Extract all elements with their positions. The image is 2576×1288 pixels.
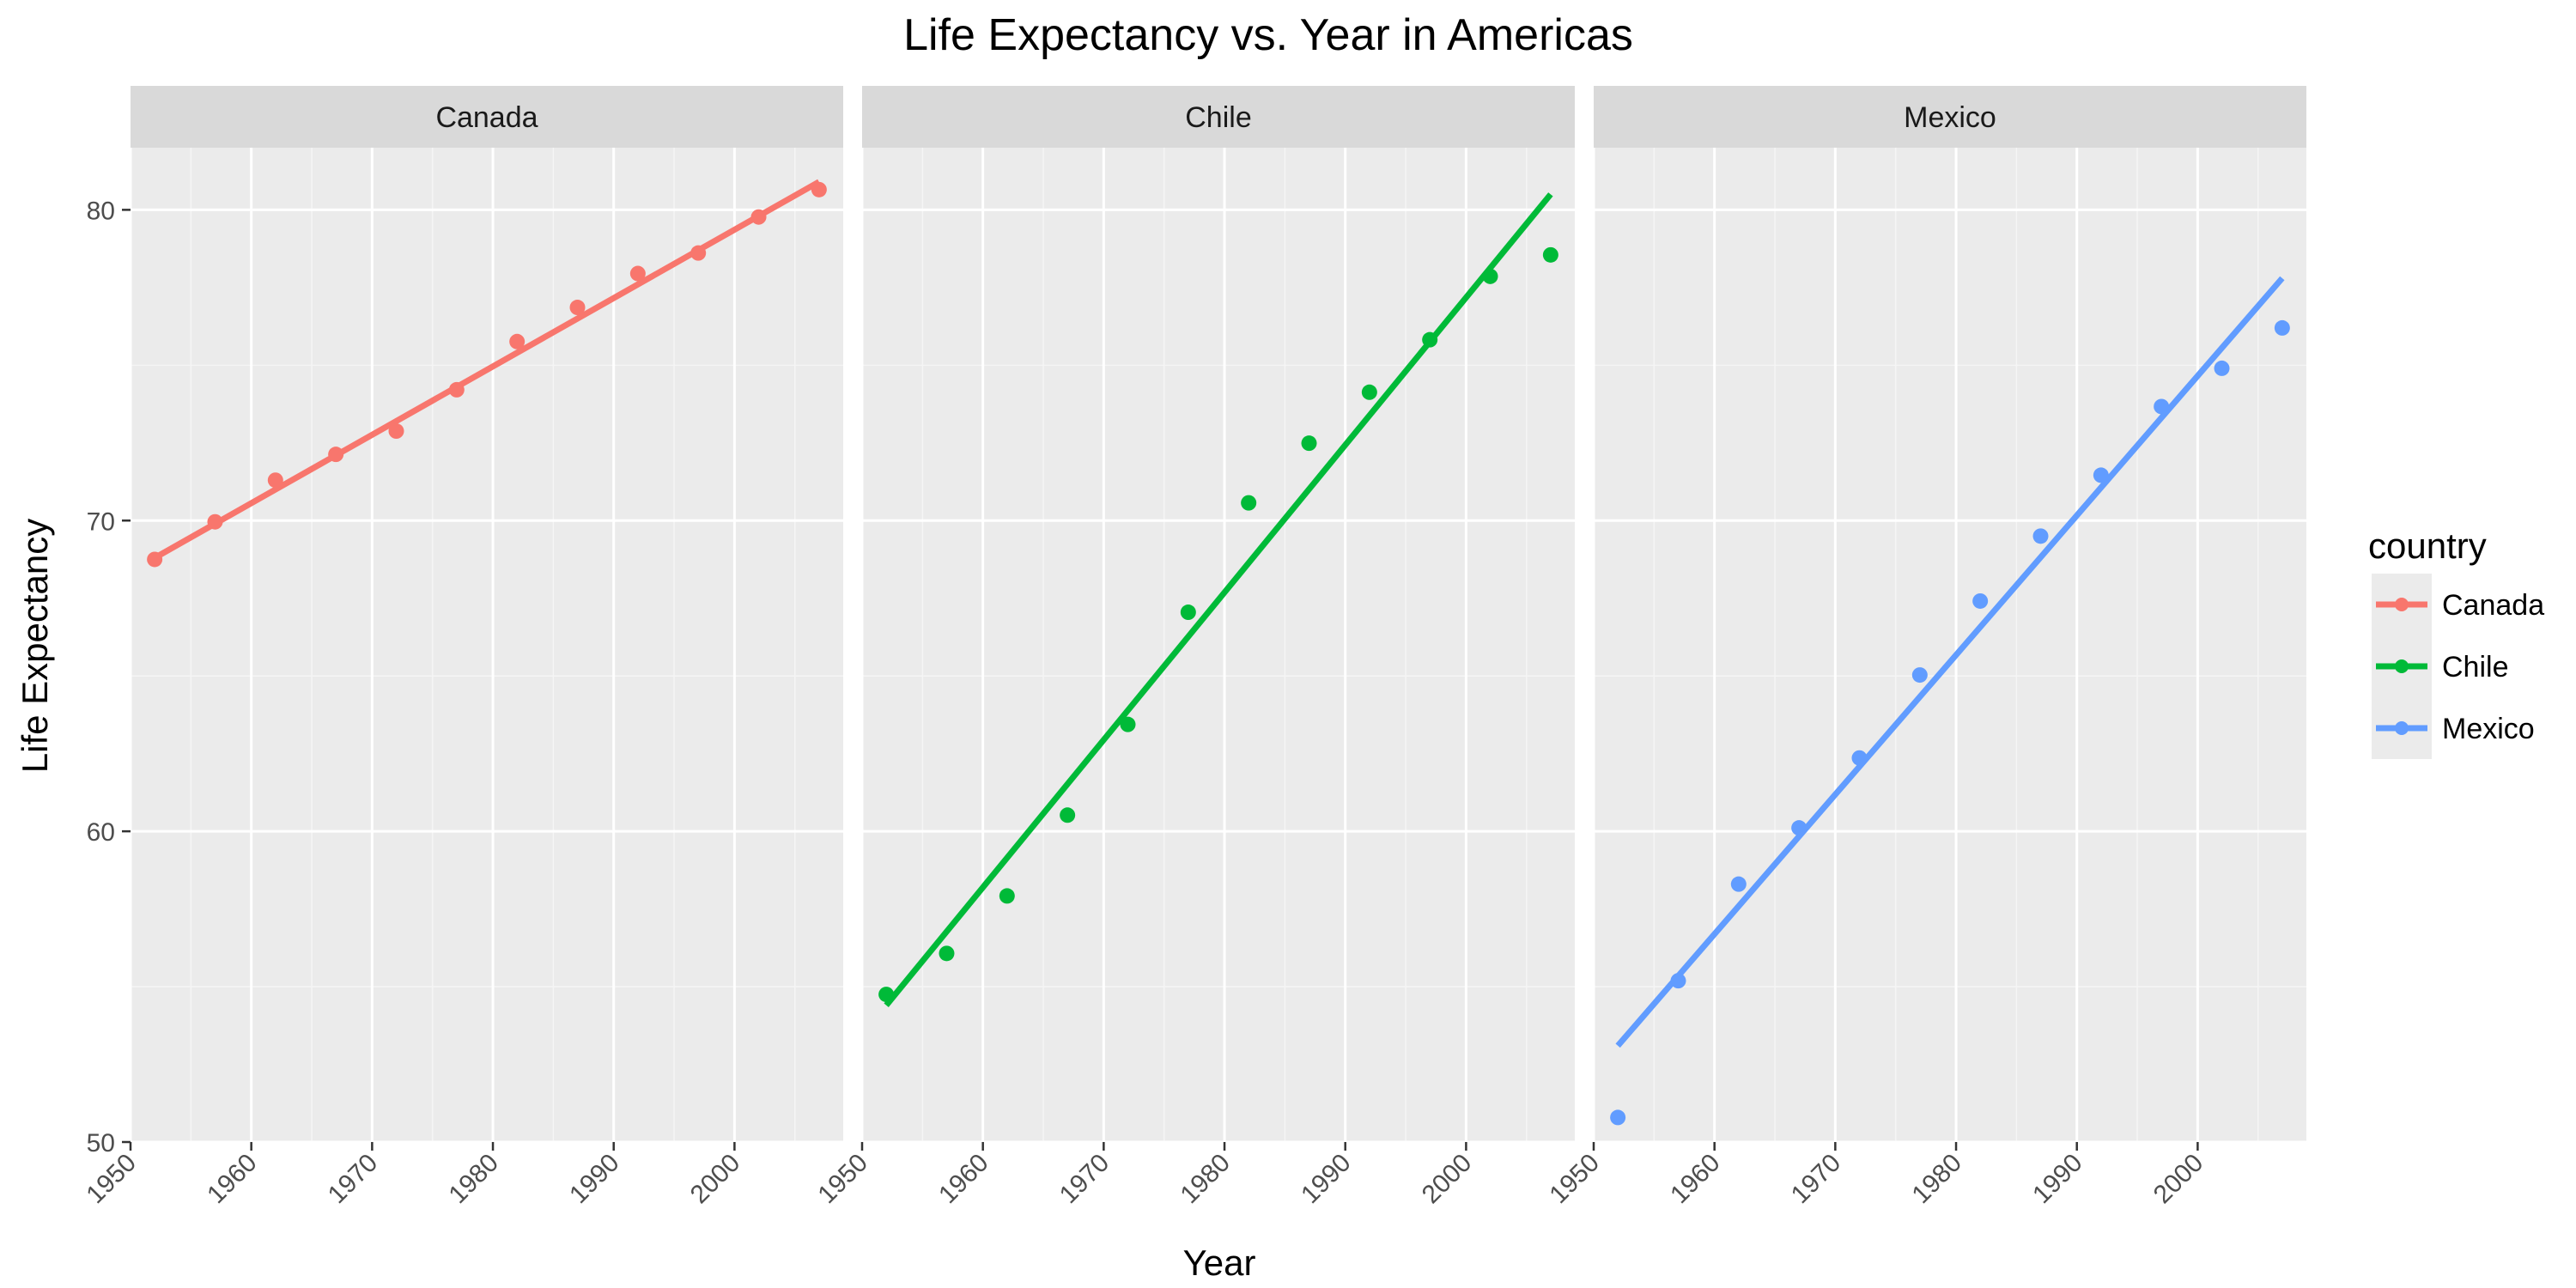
- data-point-chile: [1361, 384, 1377, 400]
- panel-background: [131, 148, 843, 1142]
- x-axis-title: Year: [1183, 1242, 1256, 1283]
- x-tick-label: 1980: [443, 1149, 504, 1210]
- data-point-canada: [569, 300, 586, 316]
- legend: country Canada Chile Mexico: [2368, 526, 2544, 759]
- facet-strip: [862, 86, 1575, 148]
- facet-strip-label: Mexico: [1904, 101, 1996, 134]
- legend-label: Mexico: [2442, 713, 2535, 745]
- facet-strip-label: Canada: [435, 101, 538, 134]
- trend-line-chile: [884, 192, 1553, 1007]
- legend-title: country: [2368, 526, 2487, 566]
- data-point-chile: [1301, 435, 1317, 452]
- x-tick-label: 1950: [812, 1149, 873, 1210]
- data-point-canada: [267, 472, 283, 489]
- x-tick-label: 1960: [1665, 1149, 1726, 1210]
- x-tick-label: 1960: [202, 1149, 263, 1210]
- facet-panels: Canada 1950 1960 1970 1980 1990 2000 50 60 70 80 Ch…: [81, 86, 2306, 1209]
- legend-label: Chile: [2442, 651, 2508, 683]
- data-point-mexico: [2154, 398, 2170, 415]
- legend-item-mexico: Mexico: [2372, 697, 2535, 759]
- data-point-chile: [1120, 716, 1136, 732]
- data-point-mexico: [1911, 667, 1928, 683]
- x-tick-label: 1990: [2027, 1149, 2088, 1210]
- facet-strip-label: Chile: [1185, 101, 1251, 134]
- x-tick-label: 2000: [2148, 1149, 2209, 1210]
- x-tick-label: 2000: [685, 1149, 746, 1210]
- legend-item-canada: Canada: [2372, 574, 2544, 635]
- trend-line-mexico: [1615, 276, 2285, 1048]
- data-point-chile: [1060, 807, 1076, 823]
- data-point-mexico: [1972, 592, 1989, 609]
- chart-title: Life Expectancy vs. Year in Americas: [903, 10, 1633, 60]
- data-point-chile: [1241, 495, 1257, 511]
- legend-key-point: [2395, 598, 2409, 611]
- data-point-canada: [207, 513, 223, 530]
- legend-label: Canada: [2442, 589, 2544, 622]
- legend-item-chile: Chile: [2372, 635, 2508, 697]
- facet-strip: [131, 86, 843, 148]
- data-point-canada: [690, 245, 707, 261]
- x-tick-label: 1980: [1175, 1149, 1236, 1210]
- data-point-canada: [811, 181, 827, 197]
- data-point-mexico: [2093, 467, 2109, 483]
- facet-panel-canada: Canada 1950 1960 1970 1980 1990 2000 50 60 70 80: [81, 86, 843, 1209]
- data-point-mexico: [1610, 1109, 1626, 1126]
- y-axis-title: Life Expectancy: [15, 519, 55, 774]
- data-point-canada: [629, 265, 646, 282]
- data-point-mexico: [1730, 876, 1747, 892]
- y-tick-label: 80: [87, 197, 115, 225]
- panel-background: [1594, 148, 2306, 1142]
- legend-key-point: [2395, 659, 2409, 673]
- x-tick-label: 1970: [323, 1149, 384, 1210]
- x-tick-label: 1980: [1906, 1149, 1967, 1210]
- x-tick-label: 1950: [1544, 1149, 1605, 1210]
- data-point-mexico: [2214, 360, 2230, 376]
- data-point-canada: [448, 381, 465, 398]
- legend-key-point: [2395, 721, 2409, 735]
- data-point-chile: [1180, 605, 1196, 621]
- facet-panel-chile: Chile 1950 1960 1970 1980 1990 2000: [812, 86, 1575, 1209]
- data-point-mexico: [2274, 319, 2290, 336]
- data-point-chile: [999, 888, 1015, 904]
- data-point-canada: [388, 423, 404, 440]
- x-tick-label: 1960: [933, 1149, 994, 1210]
- x-tick-label: 1950: [81, 1149, 142, 1210]
- x-tick-label: 1990: [1296, 1149, 1357, 1210]
- data-point-chile: [1482, 268, 1498, 284]
- y-tick-label: 50: [87, 1129, 115, 1157]
- data-point-mexico: [1670, 973, 1686, 989]
- x-tick-label: 1990: [564, 1149, 625, 1210]
- data-point-canada: [509, 333, 526, 349]
- x-tick-label: 2000: [1417, 1149, 1478, 1210]
- data-point-chile: [939, 945, 955, 962]
- y-tick-label: 60: [87, 818, 115, 847]
- y-tick-label: 70: [87, 507, 115, 536]
- facet-panel-mexico: Mexico 1950 1960 1970 1980 1990 2000: [1544, 86, 2306, 1209]
- facet-strip: [1594, 86, 2306, 148]
- data-point-chile: [1542, 246, 1558, 263]
- trend-line-canada: [153, 179, 821, 561]
- data-point-canada: [147, 551, 163, 568]
- data-point-chile: [878, 987, 895, 1003]
- data-point-canada: [328, 447, 344, 463]
- x-tick-label: 1970: [1054, 1149, 1115, 1210]
- data-point-mexico: [1791, 820, 1807, 836]
- data-point-mexico: [2032, 528, 2049, 544]
- data-point-canada: [750, 209, 767, 225]
- x-tick-label: 1970: [1786, 1149, 1847, 1210]
- data-point-chile: [1422, 331, 1438, 348]
- data-point-mexico: [1851, 750, 1868, 766]
